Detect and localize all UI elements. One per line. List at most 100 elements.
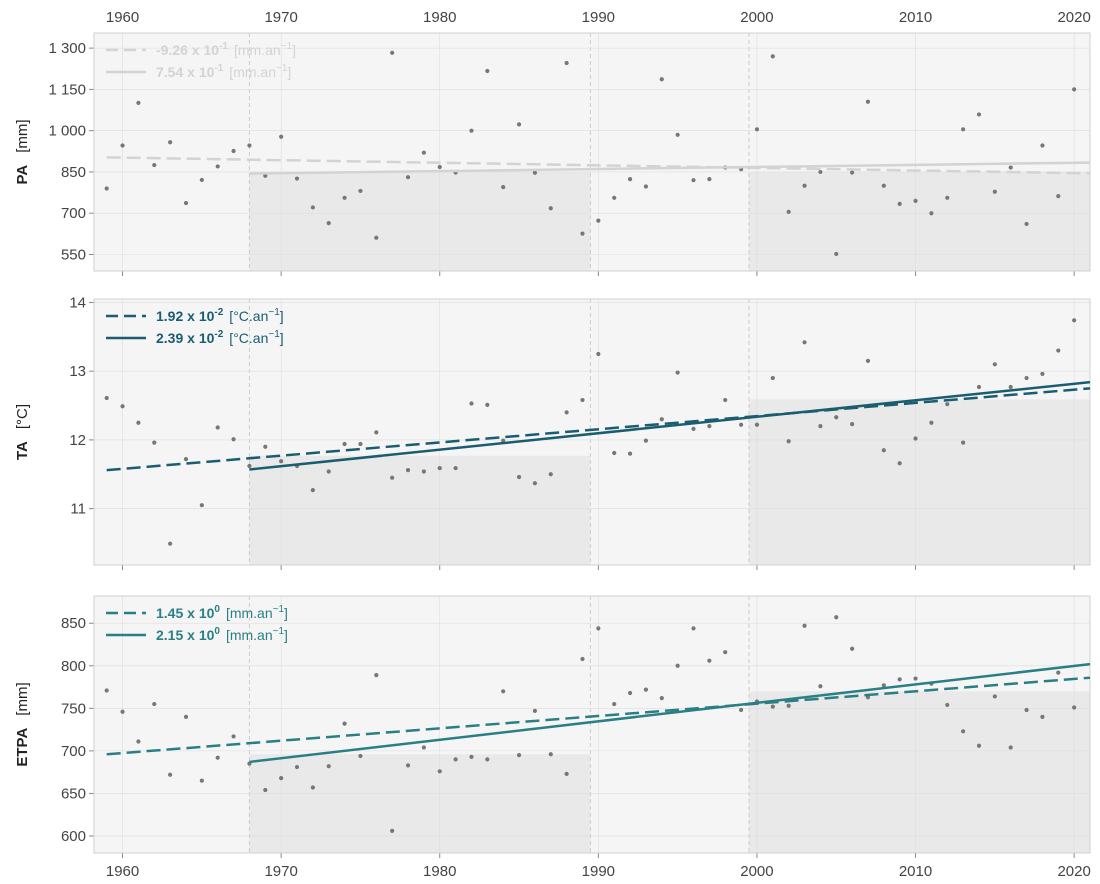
data-point: [279, 134, 284, 139]
data-point: [643, 184, 649, 189]
data-point: [421, 469, 426, 474]
x-tick-label-top: 2000: [740, 9, 773, 26]
x-tick-label-bottom: 1960: [106, 863, 139, 880]
x-tick-label-top: 1990: [582, 9, 615, 26]
data-point: [231, 148, 236, 154]
data-point: [469, 128, 474, 133]
x-tick-label-bottom: 2020: [1057, 863, 1090, 880]
data-point: [199, 177, 204, 183]
x-tick-label-top: 1980: [423, 9, 456, 26]
y-tick-label: 750: [61, 700, 86, 717]
data-point: [516, 474, 522, 480]
data-point: [961, 729, 966, 734]
data-point: [897, 677, 902, 682]
data-point: [1072, 705, 1077, 710]
data-point: [564, 771, 569, 776]
legend-bracket: [: [234, 42, 238, 58]
data-point: [294, 764, 300, 770]
data-point: [770, 704, 775, 709]
data-point: [1040, 143, 1045, 148]
y-tick-label: 14: [69, 294, 86, 311]
x-tick-label-bottom: 2000: [740, 863, 773, 880]
data-point: [548, 472, 553, 477]
data-point: [104, 688, 109, 693]
legend-times: x 10: [183, 330, 214, 346]
data-point: [183, 200, 189, 206]
data-point: [358, 753, 363, 759]
data-point: [1024, 707, 1029, 713]
data-point: [120, 143, 125, 148]
data-point: [976, 384, 982, 390]
data-point: [358, 441, 363, 447]
data-point: [929, 211, 934, 216]
legend-bracket: ]: [292, 42, 296, 58]
data-point: [485, 68, 490, 74]
data-point: [485, 757, 490, 762]
data-point: [168, 772, 173, 777]
data-point: [1040, 714, 1045, 719]
trend-line-dashed: [106, 156, 1091, 175]
data-point: [199, 778, 204, 783]
data-point: [802, 340, 807, 345]
data-point: [612, 195, 617, 200]
data-point: [310, 205, 315, 210]
y-tick-label: 1 000: [48, 123, 86, 140]
data-point: [913, 198, 918, 203]
data-point: [136, 420, 141, 425]
data-point: [850, 421, 855, 427]
panel-frame: [93, 32, 1091, 272]
data-point: [168, 140, 173, 145]
period-shade: [249, 754, 591, 853]
y-axis-label: TA [°C]: [14, 404, 31, 460]
data-point: [469, 401, 474, 406]
data-point: [723, 397, 728, 403]
data-point: [437, 164, 442, 170]
legend-coef: 1.45: [156, 605, 183, 621]
data-point: [580, 397, 585, 403]
data-point: [516, 122, 522, 127]
data-point: [168, 541, 173, 546]
y-tick-label: 13: [69, 363, 86, 380]
data-point: [627, 451, 633, 456]
data-point: [770, 54, 775, 59]
data-point: [136, 739, 141, 744]
legend-times: x 10: [183, 64, 214, 80]
data-point: [342, 721, 347, 726]
data-point: [437, 769, 442, 774]
data-point: [976, 743, 982, 748]
y-axis-label-name: TA: [14, 441, 31, 460]
data-point: [596, 218, 601, 223]
data-point: [834, 251, 839, 257]
data-point: [961, 127, 966, 132]
data-point: [548, 752, 553, 757]
trend-line-solid: [249, 380, 1091, 471]
data-point: [945, 402, 950, 407]
period-shade: [749, 399, 1090, 565]
y-axis-label-name: ETPA: [14, 728, 31, 767]
trend-line-solid: [249, 662, 1091, 764]
data-point: [707, 658, 712, 663]
data-point: [231, 437, 236, 442]
legend-entry: -9.26 x 10-1 [mm.an−1]: [156, 41, 296, 58]
data-point: [802, 183, 807, 188]
legend-bracket: ]: [284, 605, 288, 621]
data-point: [358, 188, 363, 194]
data-point: [342, 195, 347, 200]
legend-unit-exponent: −1: [276, 63, 288, 74]
data-point: [421, 745, 426, 750]
legend-bracket: [: [229, 308, 233, 324]
legend-bracket: ]: [280, 330, 284, 346]
legend-unit: °C.an: [233, 308, 268, 324]
trend-line-solid: [249, 161, 1091, 175]
data-point: [945, 195, 950, 200]
legend-exponent: 0: [214, 626, 220, 637]
data-point: [374, 430, 379, 435]
data-point: [215, 425, 220, 430]
legend-bracket: ]: [287, 64, 291, 80]
data-point: [1072, 87, 1077, 92]
data-point: [1056, 194, 1061, 199]
period-shade: [249, 171, 591, 271]
data-point: [580, 231, 585, 236]
y-tick-label: 550: [61, 246, 86, 263]
